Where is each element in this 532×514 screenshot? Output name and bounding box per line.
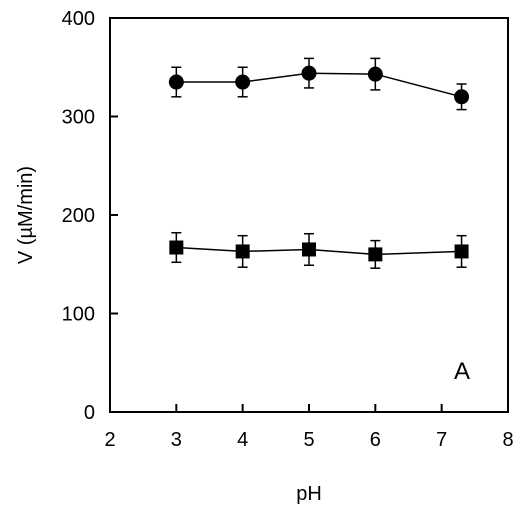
data-point — [301, 65, 317, 81]
data-point — [169, 240, 184, 255]
x-tick-label: 2 — [104, 429, 115, 451]
data-point — [235, 244, 250, 259]
x-tick-label: 7 — [436, 429, 447, 451]
x-tick-label: 6 — [370, 429, 381, 451]
y-tick-label: 300 — [62, 107, 95, 129]
y-tick-label: 400 — [62, 8, 95, 30]
series-2 — [169, 231, 469, 269]
x-tick-label: 5 — [303, 429, 314, 451]
data-point — [454, 89, 470, 105]
y-tick-label: 200 — [62, 205, 95, 227]
data-point — [367, 66, 383, 82]
y-tick-label: 0 — [84, 402, 95, 424]
data-point — [368, 247, 383, 262]
data-point — [235, 74, 251, 90]
axis-ticks: 2 3 4 5 6 7 8 0 100 200 300 400 — [62, 8, 514, 451]
series-1 — [168, 57, 470, 111]
data-series — [168, 57, 470, 269]
x-tick-label: 4 — [237, 429, 248, 451]
data-point — [454, 244, 469, 259]
y-tick-label: 100 — [62, 304, 95, 326]
x-tick-label: 3 — [171, 429, 182, 451]
series-line — [176, 72, 462, 98]
x-tick-label: 8 — [502, 429, 513, 451]
series-line — [176, 246, 462, 256]
y-axis-title: V (µM/min) — [15, 166, 37, 264]
data-point — [302, 242, 316, 257]
x-axis-title: pH — [296, 483, 322, 505]
panel-label: A — [454, 358, 470, 385]
data-point — [168, 74, 184, 90]
